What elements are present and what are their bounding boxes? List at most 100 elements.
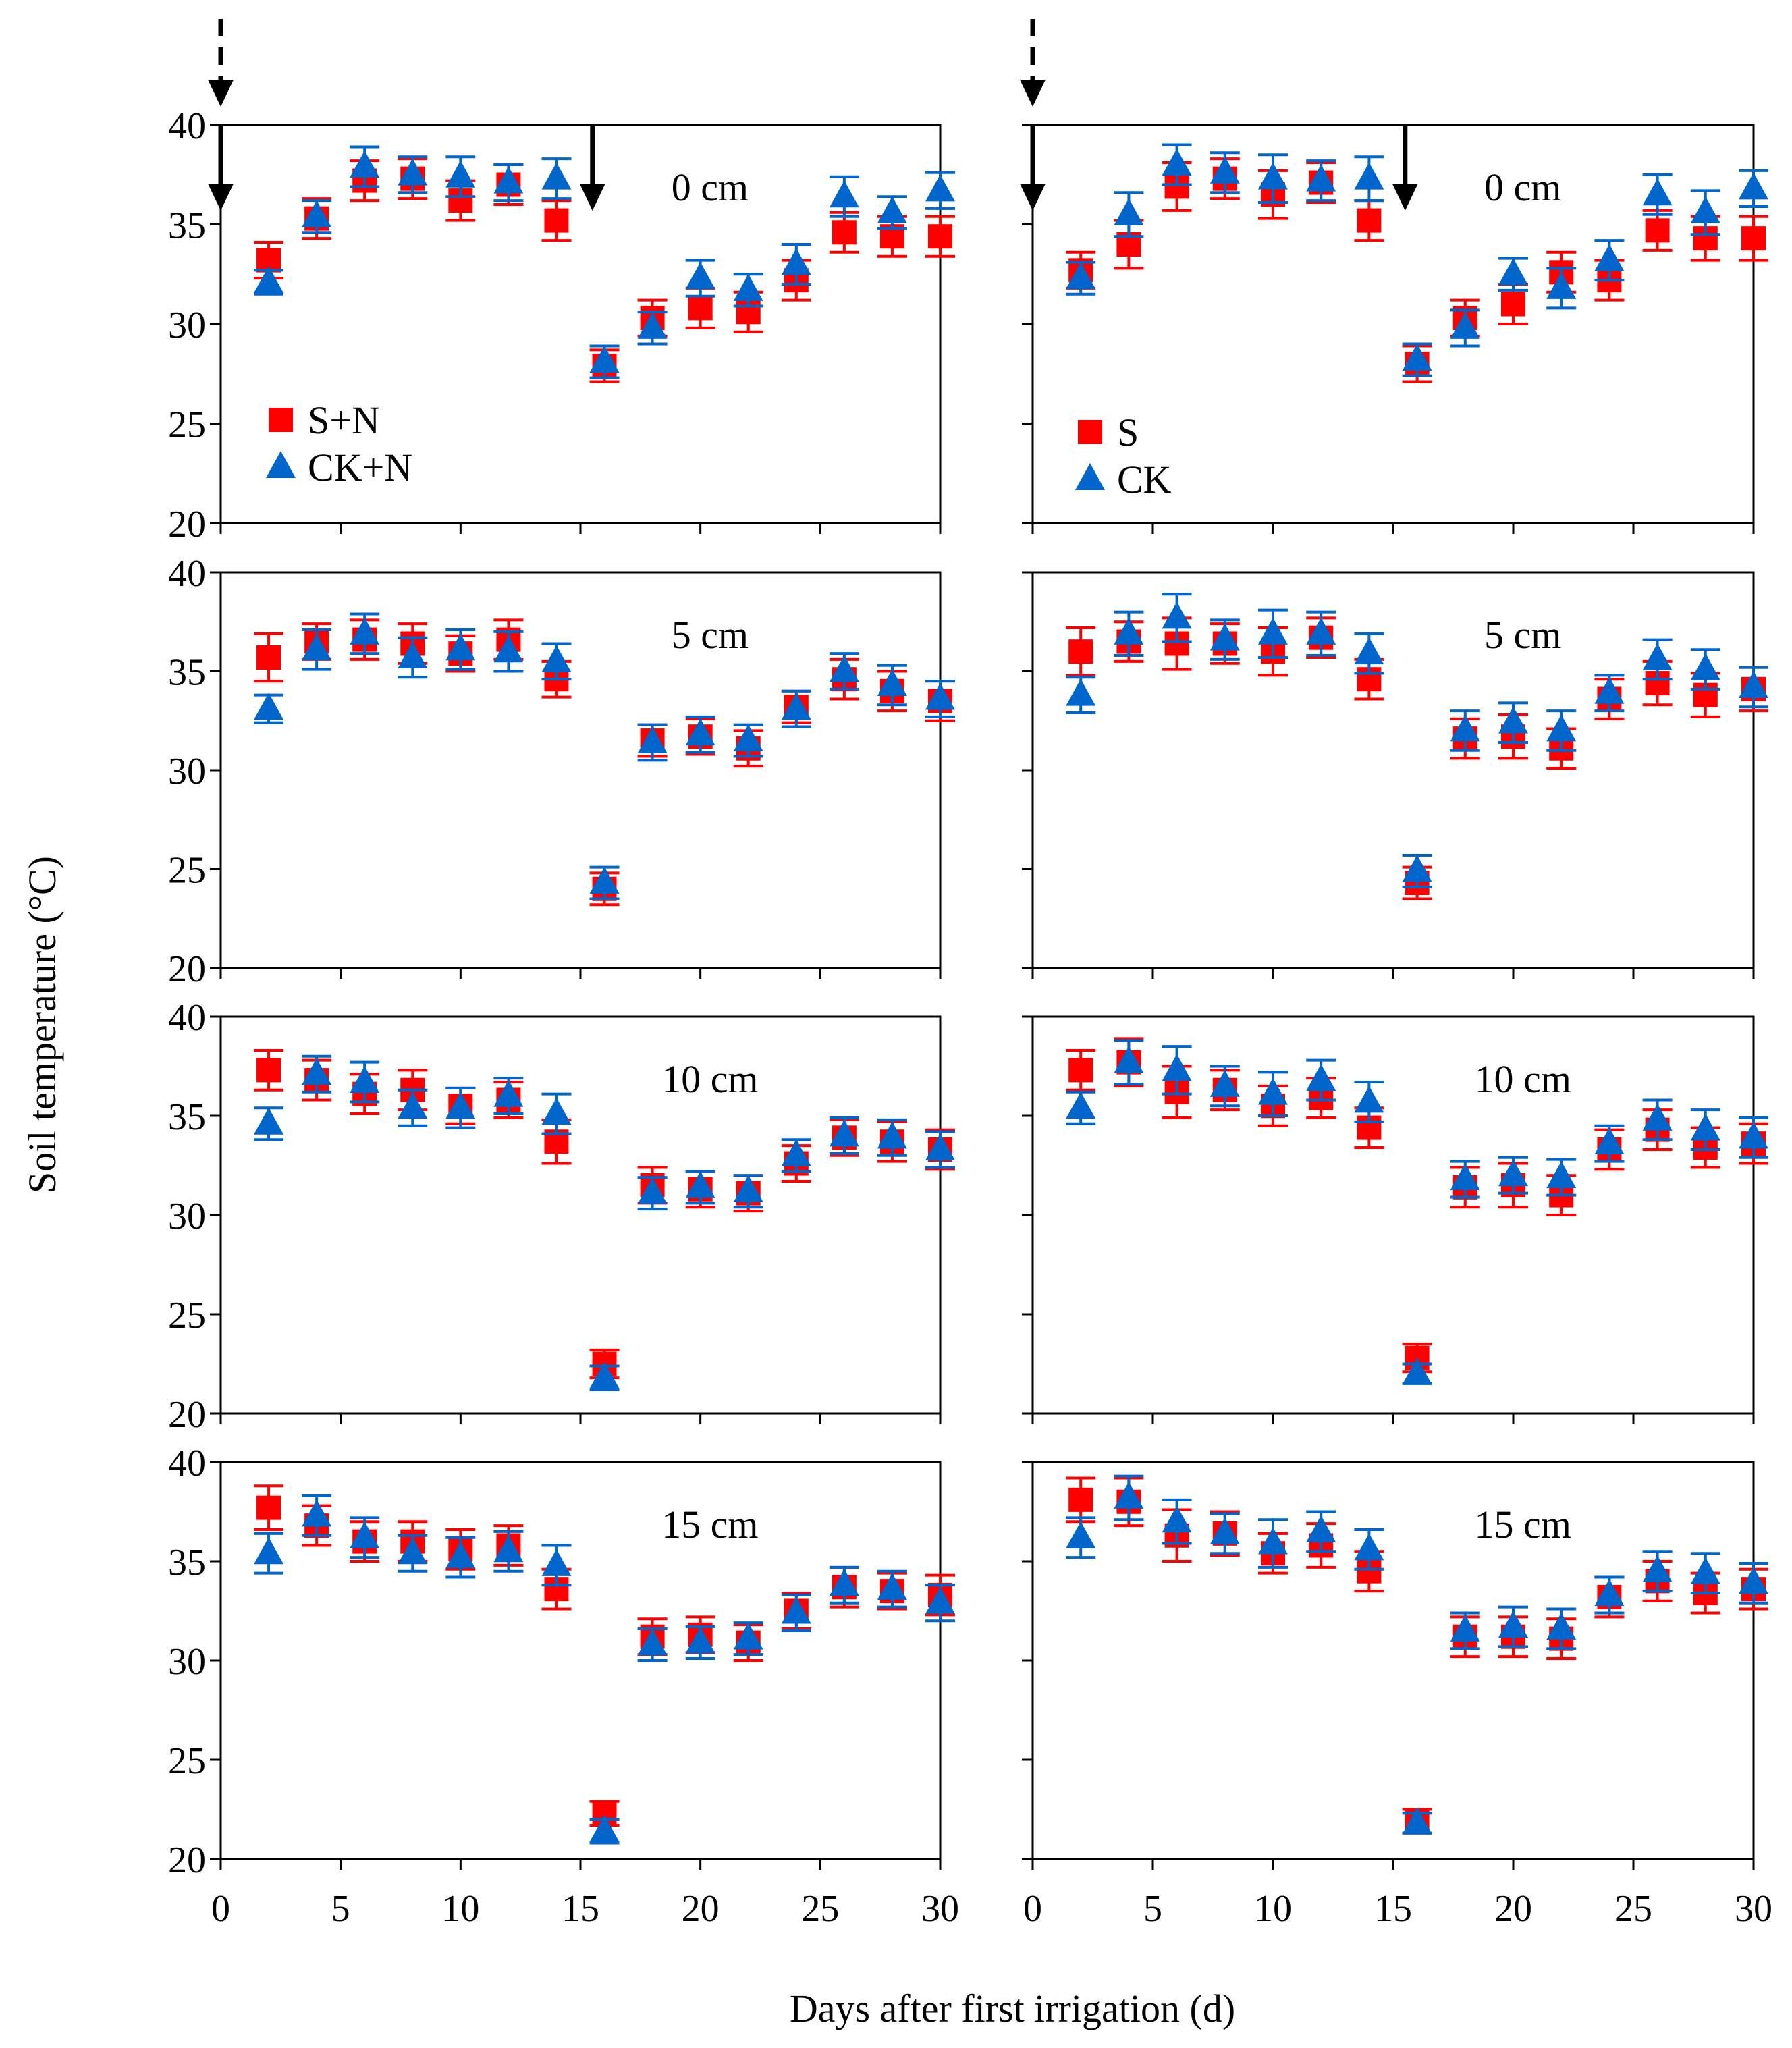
data-point-triangle xyxy=(637,1628,668,1656)
data-point-triangle xyxy=(877,196,907,223)
data-point-triangle xyxy=(541,162,572,190)
y-tick-label: 40 xyxy=(168,997,206,1039)
data-point-triangle xyxy=(1402,1807,1432,1835)
panels: 20 25 30 35 40 0 cm S+NCK+N 0 cm SCK 20 25 30 35 40 5 … xyxy=(168,19,1772,1930)
dashed-arrow-head xyxy=(1020,80,1046,107)
data-point-square xyxy=(1068,1058,1093,1083)
data-point-triangle xyxy=(398,1537,428,1565)
data-point-triangle xyxy=(1642,1103,1673,1131)
data-point-triangle xyxy=(589,346,620,373)
series-ck xyxy=(1066,1474,1768,1835)
data-point-triangle xyxy=(1450,1614,1480,1642)
legend-left: S+NCK+N xyxy=(266,398,412,489)
panel-left-5cm: 20 25 30 35 40 5 cm xyxy=(168,553,955,990)
depth-label: 5 cm xyxy=(1484,613,1561,657)
data-point-triangle xyxy=(589,867,620,894)
data-point-triangle xyxy=(1594,1127,1625,1155)
data-point-triangle xyxy=(1690,653,1720,680)
data-point-triangle xyxy=(1114,617,1144,645)
data-point-triangle xyxy=(1739,1121,1768,1149)
y-tick-label: 30 xyxy=(168,1641,206,1683)
data-point-triangle xyxy=(1642,1555,1673,1582)
data-point-triangle xyxy=(1594,244,1625,271)
data-point-triangle xyxy=(781,1139,811,1166)
data-point-triangle xyxy=(1162,1054,1192,1081)
data-point-triangle xyxy=(1594,676,1625,704)
data-point-triangle xyxy=(445,633,476,661)
plot-frame xyxy=(1031,1015,1755,1415)
data-point-triangle xyxy=(1162,1505,1192,1533)
data-point-triangle xyxy=(1450,311,1480,339)
x-tick-label: 10 xyxy=(1254,1888,1292,1930)
data-point-triangle xyxy=(733,724,763,752)
y-tick-label: 30 xyxy=(168,751,206,792)
data-point-triangle xyxy=(1739,172,1768,200)
data-point-triangle xyxy=(541,1098,572,1125)
depth-label: 0 cm xyxy=(672,165,749,209)
data-point-triangle xyxy=(589,1362,620,1389)
series-ck-plus-n xyxy=(254,612,955,900)
data-point-square xyxy=(688,296,713,321)
legend-square-icon xyxy=(269,408,293,432)
plot-frame xyxy=(1031,1461,1755,1860)
data-point-triangle xyxy=(493,635,524,663)
y-tick-label: 35 xyxy=(168,1542,206,1584)
data-point-square xyxy=(256,1495,281,1520)
data-point-triangle xyxy=(637,311,668,339)
legend-label: CK+N xyxy=(308,446,412,489)
data-point-triangle xyxy=(1450,714,1480,742)
data-point-square xyxy=(256,1058,281,1083)
data-point-triangle xyxy=(1498,1611,1528,1638)
y-tick-label: 20 xyxy=(168,1394,206,1436)
data-point-triangle xyxy=(925,1586,955,1614)
legend-triangle-icon xyxy=(1075,463,1105,490)
data-point-triangle xyxy=(1402,344,1432,371)
data-point-triangle xyxy=(685,1626,715,1654)
data-point-triangle xyxy=(637,726,668,753)
data-point-triangle xyxy=(1594,1578,1625,1606)
data-point-triangle xyxy=(1690,196,1720,223)
data-point-triangle xyxy=(1402,855,1432,882)
series-ck xyxy=(1066,593,1768,888)
y-tick-label: 30 xyxy=(168,1195,206,1237)
data-point-triangle xyxy=(350,150,380,178)
data-point-triangle xyxy=(733,1622,763,1650)
depth-label: 15 cm xyxy=(1475,1503,1571,1546)
y-tick-label: 20 xyxy=(168,1839,206,1881)
data-point-triangle xyxy=(541,645,572,672)
depth-label: 0 cm xyxy=(1484,165,1561,209)
depth-label: 15 cm xyxy=(661,1503,758,1546)
x-tick-label: 15 xyxy=(562,1888,599,1930)
data-point-square xyxy=(544,208,569,233)
x-tick-label: 30 xyxy=(1735,1888,1772,1930)
x-tick-label: 15 xyxy=(1374,1888,1412,1930)
data-point-triangle xyxy=(1114,1481,1144,1509)
series-ck-plus-n xyxy=(254,1494,955,1845)
y-tick-label: 35 xyxy=(168,1096,206,1138)
panel-right-0cm: 0 cm SCK xyxy=(1020,19,1768,534)
data-point-triangle xyxy=(925,682,955,710)
x-tick-label: 25 xyxy=(1614,1888,1652,1930)
x-axis-title: Days after first irrigation (d) xyxy=(790,1987,1235,2030)
data-point-triangle xyxy=(829,1119,859,1147)
data-point-triangle xyxy=(398,158,428,186)
data-point-triangle xyxy=(1066,262,1096,290)
data-point-triangle xyxy=(1354,1085,1384,1113)
series-s-plus-n xyxy=(254,1048,955,1380)
data-point-triangle xyxy=(1306,617,1336,645)
data-point-triangle xyxy=(350,617,380,645)
legend-label: CK xyxy=(1117,458,1172,502)
x-tick-label: 25 xyxy=(801,1888,839,1930)
data-point-triangle xyxy=(302,200,332,227)
data-point-triangle xyxy=(1546,271,1577,299)
data-point-triangle xyxy=(350,1066,380,1094)
data-point-triangle xyxy=(1498,706,1528,734)
data-point-triangle xyxy=(877,1121,907,1149)
data-point-triangle xyxy=(685,718,715,746)
y-tick-label: 20 xyxy=(168,504,206,545)
depth-label: 10 cm xyxy=(661,1057,758,1101)
data-point-triangle xyxy=(1546,1612,1577,1640)
data-point-triangle xyxy=(254,693,284,720)
data-point-triangle xyxy=(1739,1567,1768,1594)
